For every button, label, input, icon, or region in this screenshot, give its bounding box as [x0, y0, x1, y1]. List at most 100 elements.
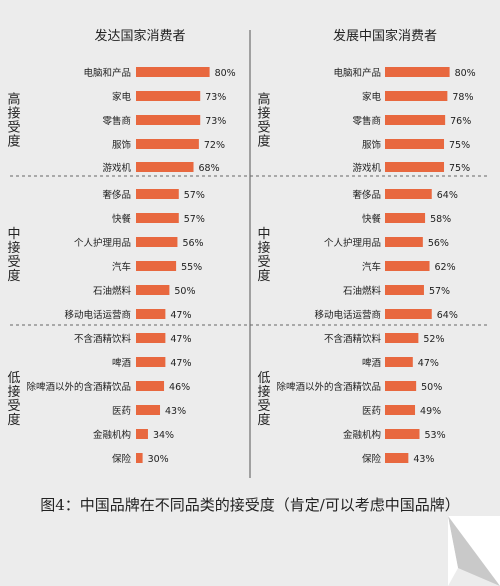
- value-label: 75%: [449, 140, 470, 151]
- bar: [136, 381, 165, 391]
- category-label: 医药: [112, 406, 131, 417]
- group-label-char: 中: [7, 227, 20, 242]
- bar: [385, 237, 423, 247]
- group-label-char: 度: [257, 134, 270, 150]
- bar: [385, 405, 416, 415]
- category-label: 汽车: [362, 261, 381, 273]
- bar: [385, 285, 424, 295]
- value-label: 75%: [449, 163, 470, 174]
- category-label: 保险: [362, 453, 382, 465]
- bar: [385, 139, 445, 149]
- value-label: 73%: [205, 92, 226, 103]
- value-label: 64%: [437, 310, 458, 321]
- category-label: 移动电话运营商: [314, 309, 381, 321]
- value-label: 47%: [170, 358, 191, 369]
- bar: [136, 261, 177, 271]
- category-label: 个人护理用品: [74, 237, 131, 249]
- value-label: 46%: [169, 382, 190, 393]
- category-label: 除啤酒以外的含酒精饮品: [26, 381, 131, 393]
- group-label-char: 中: [257, 227, 270, 242]
- category-label: 电脑和产品: [83, 67, 131, 79]
- group-label-char: 高: [7, 92, 20, 108]
- group-label-char: 受: [7, 399, 20, 414]
- panel-title: 发达国家消费者: [94, 28, 185, 44]
- group-label-char: 接: [257, 240, 270, 256]
- value-label: 56%: [428, 238, 449, 249]
- bar: [385, 429, 420, 439]
- bar: [136, 333, 166, 343]
- value-label: 43%: [165, 406, 186, 417]
- bar: [136, 115, 201, 125]
- bar: [136, 453, 143, 463]
- value-label: 43%: [413, 454, 434, 465]
- value-label: 52%: [423, 334, 444, 345]
- category-label: 服饰: [112, 139, 131, 151]
- group-label-char: 度: [7, 268, 20, 284]
- bar: [136, 285, 170, 295]
- category-label: 快餐: [362, 213, 382, 225]
- group-label: 中接受度: [7, 227, 20, 284]
- category-label: 服饰: [362, 139, 381, 151]
- category-label: 金融机构: [93, 429, 131, 441]
- category-label: 游戏机: [102, 162, 131, 174]
- bar: [385, 115, 446, 125]
- category-label: 快餐: [112, 213, 132, 225]
- value-label: 73%: [205, 116, 226, 127]
- panel-title: 发展中国家消费者: [333, 28, 437, 44]
- group-label-char: 受: [257, 255, 270, 270]
- category-label: 家电: [112, 91, 132, 103]
- bar: [136, 237, 178, 247]
- group-label-char: 高: [257, 92, 270, 108]
- value-label: 50%: [174, 286, 195, 297]
- value-label: 47%: [170, 310, 191, 321]
- bar: [385, 333, 419, 343]
- group-label-char: 受: [257, 399, 270, 414]
- value-label: 53%: [424, 430, 445, 441]
- category-label: 医药: [362, 406, 381, 417]
- bar: [136, 213, 179, 223]
- bar: [136, 405, 161, 415]
- bar: [136, 139, 199, 149]
- value-label: 68%: [199, 163, 220, 174]
- page-fold-decoration: [448, 516, 500, 586]
- value-label: 58%: [430, 214, 451, 225]
- category-label: 零售商: [102, 115, 131, 127]
- bar: [385, 357, 413, 367]
- value-label: 47%: [170, 334, 191, 345]
- bar: [136, 162, 194, 172]
- bar: [136, 91, 201, 101]
- group-label-char: 接: [7, 106, 20, 122]
- value-label: 80%: [215, 68, 236, 79]
- group-label-char: 接: [7, 240, 20, 256]
- category-label: 保险: [112, 453, 132, 465]
- category-label: 奢侈品: [102, 189, 131, 201]
- group-label-char: 受: [7, 121, 20, 136]
- group-label-char: 低: [7, 371, 20, 386]
- value-label: 78%: [452, 92, 473, 103]
- value-label: 47%: [418, 358, 439, 369]
- group-label: 低接受度: [7, 371, 20, 428]
- group-label-char: 接: [257, 384, 270, 400]
- group-label-char: 度: [257, 412, 270, 428]
- group-label-char: 接: [7, 384, 20, 400]
- category-label: 移动电话运营商: [64, 309, 131, 321]
- value-label: 80%: [455, 68, 476, 79]
- category-label: 奢侈品: [352, 189, 381, 201]
- value-label: 57%: [184, 190, 205, 201]
- bar: [385, 453, 409, 463]
- bar: [385, 309, 432, 319]
- category-label: 家电: [362, 91, 382, 103]
- group-label-char: 低: [257, 371, 270, 386]
- value-label: 55%: [181, 262, 202, 273]
- bar: [136, 67, 210, 77]
- category-label: 石油燃料: [343, 285, 382, 297]
- category-label: 电脑和产品: [333, 67, 381, 79]
- bar: [385, 91, 448, 101]
- bar: [385, 189, 432, 199]
- bar: [136, 429, 148, 439]
- group-label-char: 接: [257, 106, 270, 122]
- value-label: 57%: [429, 286, 450, 297]
- value-label: 30%: [148, 454, 169, 465]
- bar: [385, 67, 450, 77]
